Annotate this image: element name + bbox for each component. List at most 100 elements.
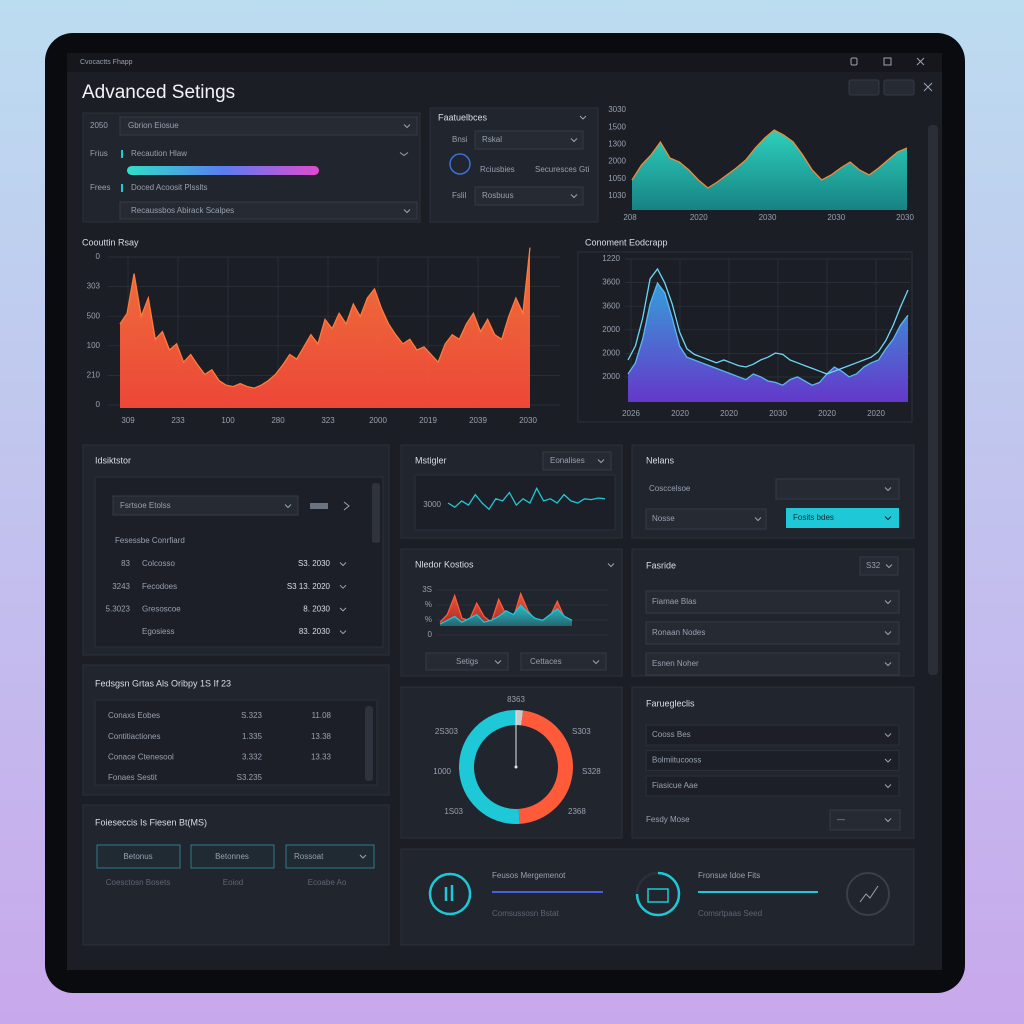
dropdown[interactable]: [645, 590, 900, 614]
x-axis-label: 2030: [759, 213, 777, 222]
play-icon[interactable]: [343, 501, 350, 511]
x-axis-label: 2020: [867, 409, 885, 418]
maximize-button[interactable]: [883, 57, 892, 66]
dropdown[interactable]: [520, 652, 607, 671]
dropdown[interactable]: [112, 495, 299, 516]
dropdown[interactable]: [425, 652, 509, 671]
radio[interactable]: [449, 153, 471, 175]
marker: [121, 150, 123, 158]
y-axis-label: 1220: [602, 254, 620, 263]
dropdown[interactable]: [119, 201, 418, 220]
table-cell: S3.235: [237, 773, 263, 782]
y-axis-label: 3600: [602, 301, 620, 310]
dropdown[interactable]: [775, 478, 900, 500]
list-cell: 5.3023: [106, 605, 131, 614]
dropdown[interactable]: [645, 724, 900, 746]
status-icon: [428, 872, 472, 916]
chart: 3030 1500 1300 2000 1050 1030 208 2020 2030 2030 2…: [608, 105, 914, 222]
x-axis-label: 309: [121, 416, 135, 425]
x-axis-label: 233: [171, 416, 185, 425]
y-axis-label: 1500: [608, 122, 626, 131]
dropdown[interactable]: [645, 750, 900, 771]
panel-title: Idsiktstor: [95, 455, 131, 465]
dropdown[interactable]: [645, 652, 900, 676]
label: Fslil: [452, 191, 466, 200]
donut-label: 1000: [433, 767, 451, 776]
heading: Advanced Setings: [82, 82, 235, 103]
y-axis-label: 1050: [608, 174, 626, 183]
table-cell: Conaxs Eobes: [108, 711, 160, 720]
dropdown[interactable]: [645, 621, 900, 645]
donut-segment: [459, 710, 520, 824]
label: Cosccelsoe: [649, 484, 691, 493]
toolbar-button[interactable]: [883, 79, 915, 96]
list-cell: 8. 2030: [303, 605, 330, 614]
panel-title: Faatuelbces: [438, 112, 488, 122]
area: [632, 130, 907, 210]
chevron: [494, 660, 502, 665]
y-axis-label: 0: [428, 630, 433, 639]
icon[interactable]: [310, 503, 328, 509]
button-label: Fosits bdes: [793, 513, 834, 522]
table-cell: Conace Ctenesool: [108, 753, 174, 762]
label: Frees: [90, 183, 110, 192]
button[interactable]: [190, 844, 275, 869]
list-cell: Fecodoes: [142, 582, 177, 591]
donut-label: 1S03: [444, 807, 463, 816]
minimize-button[interactable]: [850, 57, 858, 66]
y-axis-label: 2000: [608, 157, 626, 166]
x-axis-label: 100: [221, 416, 235, 425]
close-icon[interactable]: [923, 82, 933, 92]
dropdown[interactable]: [645, 775, 900, 797]
area-edge: [627, 281, 909, 386]
label: 2050: [90, 121, 108, 130]
chart: 0 303 500 100 210 0 309 233 100 280 323 2000 2019 203…: [87, 247, 560, 425]
button-label: Betonnes: [215, 852, 249, 861]
button[interactable]: [96, 844, 181, 869]
chevron: [570, 194, 578, 199]
chevron: [399, 152, 409, 157]
area-edge: [119, 247, 531, 389]
y-axis-label: 1300: [608, 140, 626, 149]
x-axis-label: 2030: [896, 213, 914, 222]
chevron: [597, 459, 605, 464]
chevron: [884, 662, 892, 667]
chevron: [284, 504, 292, 509]
chevron: [339, 562, 347, 567]
chevron: [885, 564, 893, 569]
scrollbar[interactable]: [372, 483, 380, 543]
panel-title: Mstigler: [415, 455, 447, 465]
dropdown[interactable]: [542, 451, 612, 471]
chevron: [607, 563, 615, 568]
x-axis-label: 323: [321, 416, 335, 425]
list-rows: 83 Colcosso S3. 2030 3243 Fecodoes S3 13. 202…: [106, 559, 347, 636]
y-axis-label: 210: [87, 371, 101, 380]
y-axis-label: 0: [96, 252, 101, 261]
primary-button[interactable]: [786, 508, 899, 528]
dropdown-value: Setigs: [456, 657, 478, 666]
chevron: [339, 607, 347, 612]
dropdown-value: S32: [866, 561, 881, 570]
dropdown[interactable]: [285, 844, 375, 869]
dropdown[interactable]: [645, 508, 767, 530]
dropdown-value: Cettaces: [530, 657, 562, 666]
dropdown-value: Recaussbos Abirack Scalpes: [131, 206, 234, 215]
chevron: [359, 854, 367, 859]
y-axis-label: 303: [87, 282, 101, 291]
dropdown[interactable]: [474, 130, 584, 150]
dropdown-value: Fiamae Blas: [652, 597, 696, 606]
dropdown[interactable]: [474, 186, 584, 206]
slider[interactable]: [127, 166, 319, 175]
y-axis-label: %: [425, 600, 432, 609]
dropdown[interactable]: [829, 809, 901, 831]
scrollbar[interactable]: [365, 706, 373, 781]
chevron: [754, 517, 762, 522]
dropdown[interactable]: [119, 116, 418, 136]
toolbar-button[interactable]: [848, 79, 880, 96]
dropdown[interactable]: [859, 556, 899, 576]
x-axis-label: 2020: [720, 409, 738, 418]
scrollbar[interactable]: [928, 125, 938, 675]
close-button[interactable]: [916, 57, 925, 66]
